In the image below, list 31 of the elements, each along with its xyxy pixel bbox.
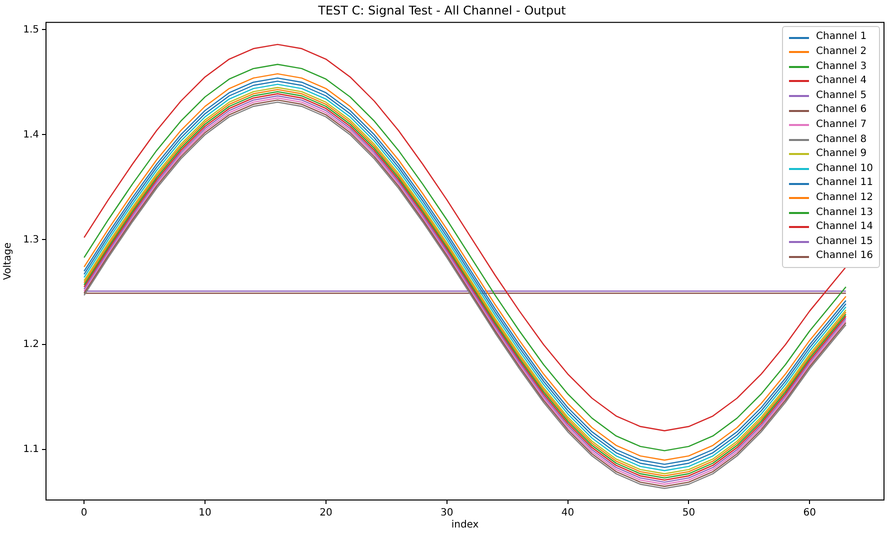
legend-label: Channel 3 [816,60,867,74]
x-axis-title: index [451,520,479,531]
x-tick-label: 20 [320,508,332,519]
legend-label: Channel 6 [816,103,867,118]
legend-label: Channel 9 [816,147,867,162]
legend-label: Channel 12 [816,190,873,205]
x-tick-label: 60 [803,508,816,519]
legend-label: Channel 10 [816,162,873,176]
y-axis-title: Voltage [2,242,14,280]
x-tick-label: 30 [440,508,454,519]
legend-label: Channel 8 [816,132,867,147]
y-tick-label: 1.3 [23,234,39,246]
x-tick-label: 0 [80,508,88,519]
y-tick-label: 1.1 [23,444,39,456]
legend-label: Channel 4 [816,74,867,88]
y-tick-label: 1.4 [23,129,39,140]
legend-label: Channel 11 [816,176,873,190]
legend-label: Channel 15 [816,234,873,249]
y-tick-label: 1.2 [23,339,39,350]
x-tick-label: 10 [198,508,212,519]
legend-label: Channel 2 [816,44,867,59]
legend-label: Channel 13 [816,206,873,220]
legend-label: Channel 5 [816,88,867,103]
legend-label: Channel 14 [816,220,873,234]
y-tick-label: 1.5 [23,24,39,36]
x-tick-label: 50 [682,508,696,519]
x-tick-label: 40 [561,508,574,519]
legend-label: Channel 7 [816,118,867,132]
legend-label: Channel 16 [816,249,873,264]
chart-title: TEST C: Signal Test - All Channel - Output [317,3,566,18]
legend-label: Channel 1 [816,30,867,44]
